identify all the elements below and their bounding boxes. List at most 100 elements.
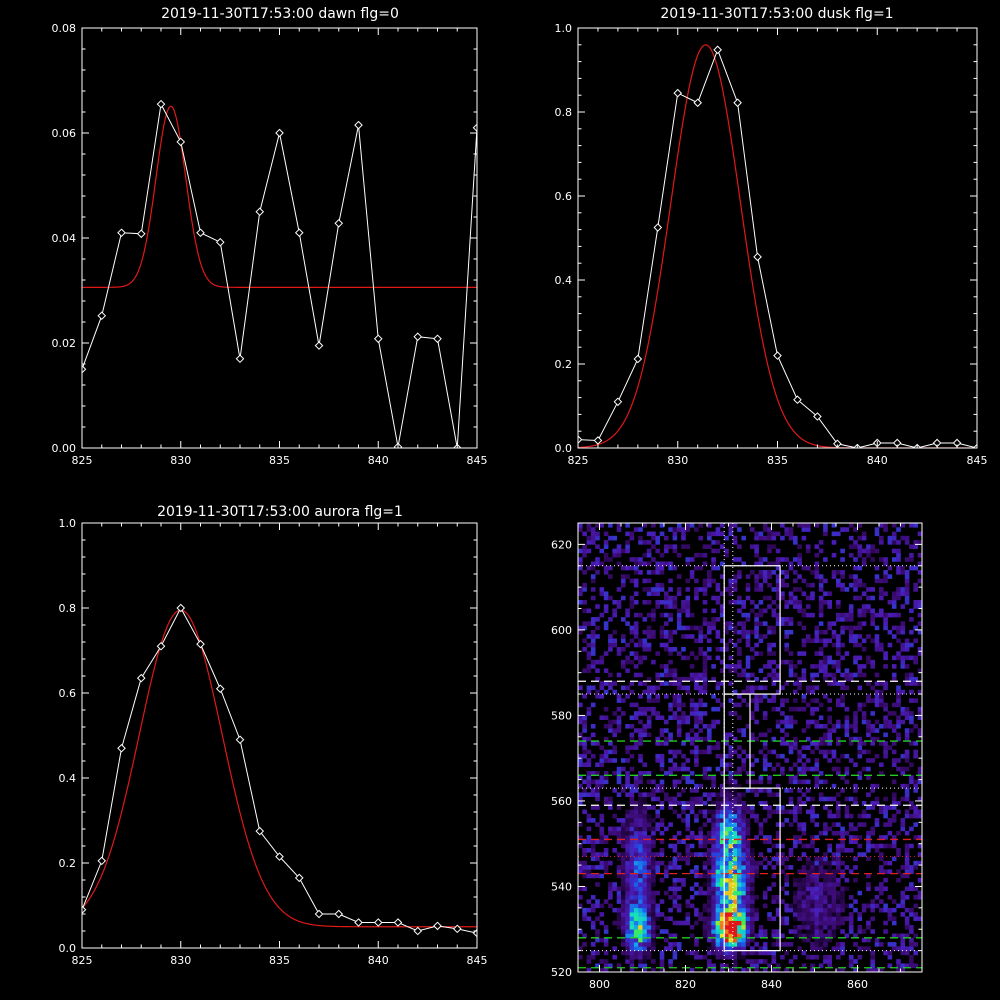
heatmap-cell [582, 907, 587, 913]
heatmap-cell [603, 668, 609, 673]
heatmap-cell [767, 835, 772, 840]
heatmap-cell [797, 882, 802, 887]
heatmap-cell [836, 719, 841, 725]
heatmap-cell [578, 783, 583, 789]
heatmap-cell [719, 681, 725, 686]
heatmap-cell [870, 728, 875, 733]
heatmap-cell [836, 869, 841, 874]
heatmap-cell [797, 929, 802, 934]
heatmap-cell [642, 771, 648, 776]
heatmap-cell [896, 625, 901, 631]
heatmap-cell [775, 676, 781, 682]
heatmap-cell [595, 771, 600, 776]
heatmap-cell [767, 604, 772, 609]
heatmap-cell [625, 779, 630, 785]
heatmap-cell [676, 694, 682, 699]
heatmap-cell [887, 711, 893, 716]
heatmap-cell [874, 847, 880, 853]
heatmap-cell [685, 826, 691, 832]
heatmap-cell [608, 903, 613, 909]
heatmap-cell [629, 604, 635, 609]
heatmap-cell [698, 916, 703, 921]
heatmap-cell [668, 578, 673, 584]
heatmap-cell [681, 531, 686, 537]
heatmap-cell [788, 749, 794, 755]
data-point [97, 311, 107, 321]
heatmap-cell [848, 835, 854, 840]
y-tick-label: 0.8 [59, 602, 77, 615]
heatmap-cell [771, 698, 777, 703]
heatmap-cell [879, 890, 884, 896]
heatmap-cell [758, 826, 764, 832]
heatmap-cell [879, 540, 884, 545]
heatmap-cell [818, 860, 824, 866]
heatmap-cell [853, 642, 858, 648]
heatmap-cell [853, 728, 858, 733]
heatmap-cell [909, 715, 914, 721]
heatmap-cell [823, 822, 828, 827]
heatmap-cell [801, 625, 807, 631]
heatmap-cell [642, 647, 648, 652]
heatmap-cell [814, 869, 820, 874]
heatmap-cell [603, 963, 609, 969]
heatmap-cell [883, 557, 888, 562]
heatmap-cell [728, 843, 734, 849]
heatmap-cell [724, 907, 729, 913]
heatmap-cell [638, 869, 643, 874]
heatmap-cell [694, 749, 699, 755]
heatmap-cell [719, 753, 725, 759]
heatmap-cell [836, 813, 841, 819]
heatmap-cell [702, 702, 708, 708]
heatmap-cell [659, 852, 665, 857]
heatmap-cell [861, 608, 867, 614]
heatmap-cell [904, 847, 910, 853]
heatmap-cell [827, 929, 832, 934]
heatmap-cell [599, 967, 605, 972]
heatmap-cell [719, 924, 725, 930]
heatmap-cell [737, 574, 742, 579]
heatmap-cell [694, 681, 699, 686]
heatmap-cell [672, 595, 678, 601]
heatmap-cell [861, 672, 867, 678]
heatmap-cell [767, 788, 772, 793]
heatmap-cell [780, 843, 785, 849]
heatmap-cell [879, 723, 884, 729]
heatmap-cell [621, 711, 626, 716]
heatmap-cell [805, 702, 811, 708]
heatmap-cell [578, 843, 583, 849]
heatmap-cell [651, 531, 656, 537]
heatmap-cell [793, 903, 798, 909]
heatmap-cell [823, 736, 828, 742]
heatmap-cell [633, 942, 639, 947]
heatmap-cell [719, 937, 725, 943]
heatmap-cell [629, 916, 635, 921]
heatmap-cell [646, 903, 652, 909]
x-tick-label: 825 [72, 454, 93, 467]
heatmap-cell [745, 805, 751, 810]
heatmap-cell [904, 715, 910, 721]
heatmap-cell [844, 651, 850, 656]
heatmap-cell [913, 659, 918, 665]
heatmap-cell [848, 741, 854, 746]
heatmap-cell [659, 954, 665, 960]
heatmap-cell [586, 771, 592, 776]
heatmap-cell [758, 933, 764, 939]
heatmap-cell [801, 899, 807, 904]
heatmap-cell [861, 929, 867, 934]
heatmap-cell [603, 779, 609, 785]
heatmap-cell [793, 813, 798, 819]
heatmap-cell [767, 916, 772, 921]
heatmap-cell [676, 852, 682, 857]
heatmap-cell [603, 570, 609, 575]
heatmap-cell [917, 728, 922, 733]
heatmap-cell [814, 916, 820, 921]
heatmap-cell [883, 625, 888, 631]
heatmap-cell [801, 882, 807, 887]
heatmap-cell [805, 719, 811, 725]
heatmap-cell [836, 612, 841, 618]
heatmap-cell [879, 741, 884, 746]
heatmap-cell [909, 689, 914, 695]
heatmap-cell [719, 544, 725, 549]
heatmap-cell [586, 736, 592, 742]
